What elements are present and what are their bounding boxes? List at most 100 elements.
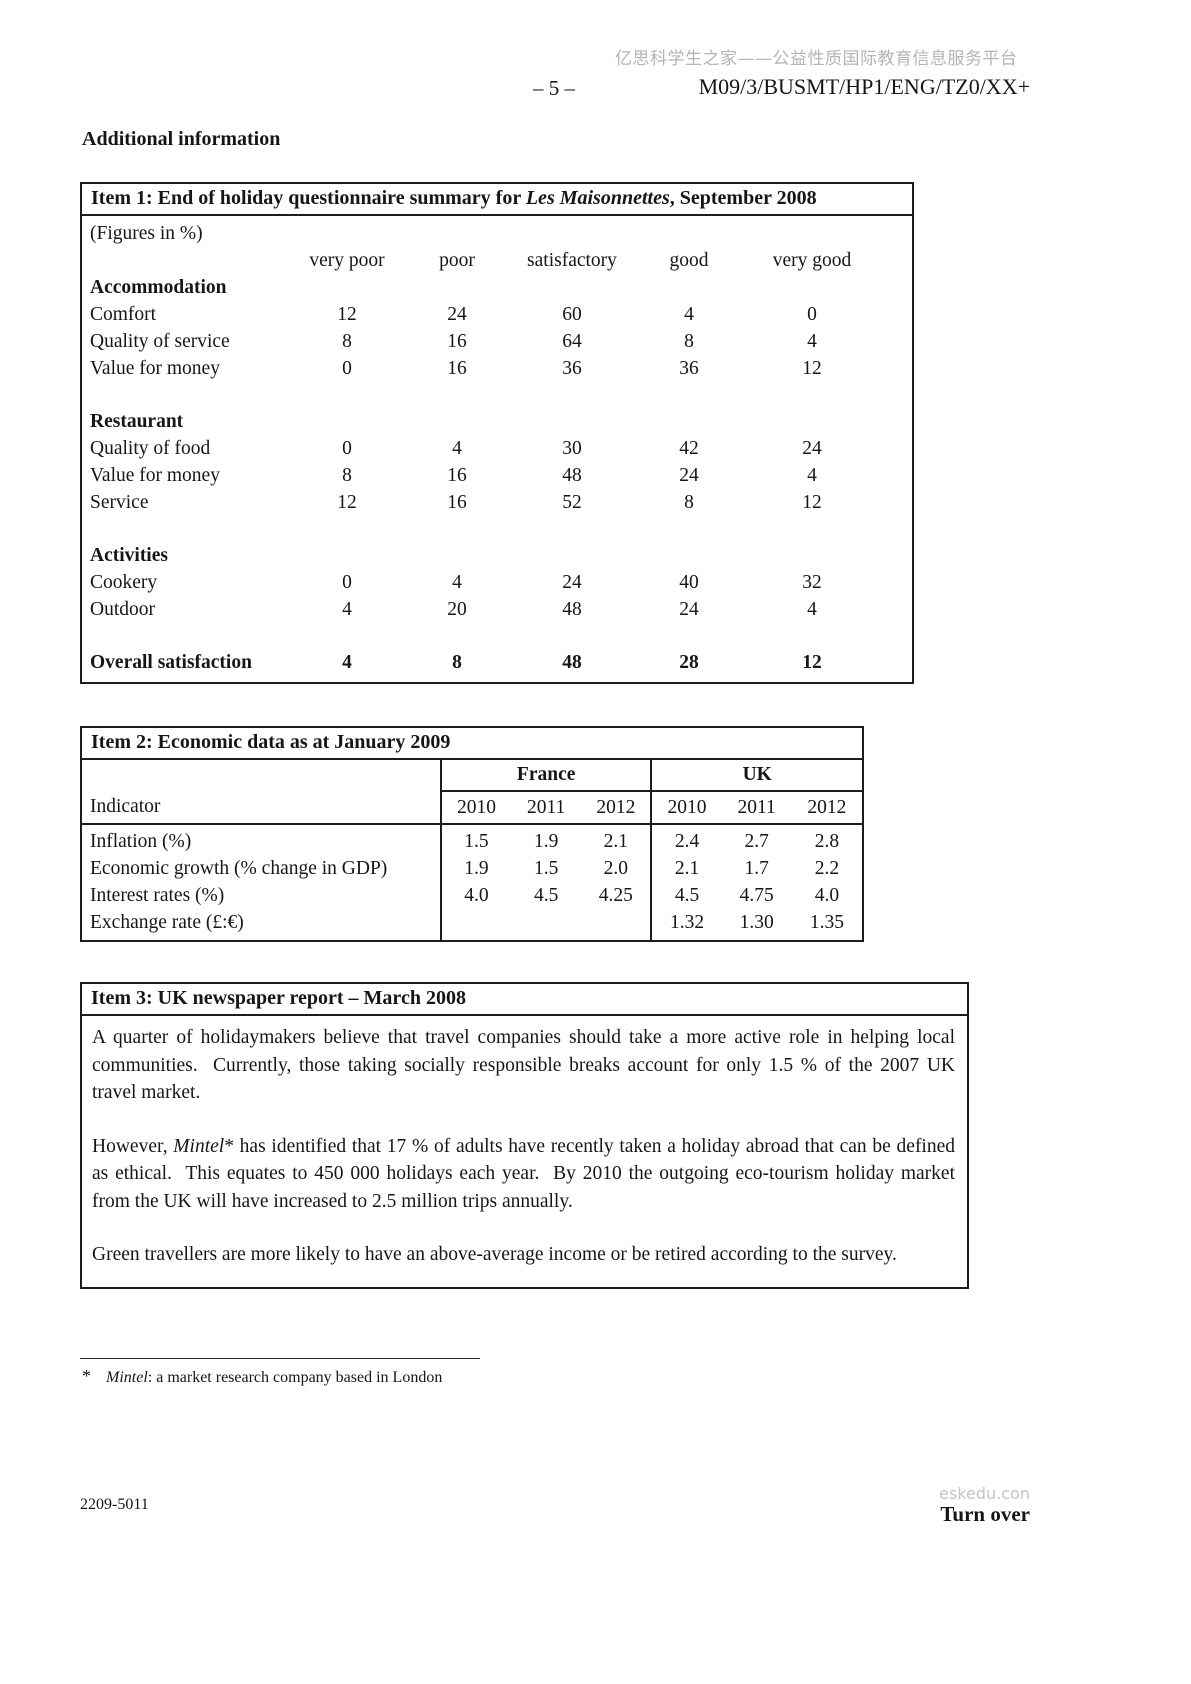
cell-value: 4.0 [814,884,840,906]
cell-value: 36 [679,357,699,379]
cell-value: 4 [807,598,817,620]
section-name: Restaurant [90,410,184,432]
cell-value [581,909,651,940]
row-label: Economic growth (% change in GDP) [90,857,388,879]
cell-value: 12 [802,491,822,513]
cell-value: 24 [447,303,467,325]
paragraph: Green travellers are more likely to have… [92,1244,897,1265]
section-header-row: Accommodation [90,274,880,301]
row-label: Interest rates (%) [90,884,225,906]
row-label: Quality of food [90,437,211,459]
year-header: 2012 [581,791,652,825]
page-number: – 5 – [533,76,575,100]
cell-value: 16 [447,357,467,379]
item1-title-prefix: Item 1: End of holiday questionnaire sum… [91,187,526,209]
cell-value: 40 [679,571,699,593]
table-row: Comfort 12 24 60 4 0 [90,301,880,328]
cell-value: 1.5 [533,857,559,879]
cell-value: 16 [447,464,467,486]
cell-value: 12 [802,357,822,379]
column-header: good [669,249,709,271]
cell-value: 4.0 [439,882,512,909]
cell-value: 1.7 [744,857,769,879]
section-header-row: Activities [90,542,880,569]
cell-value: 1.30 [739,911,774,933]
table-row: Quality of service 8 16 64 8 4 [90,328,880,355]
section-name: Activities [90,544,168,566]
column-header: very good [772,249,852,271]
cell-value: 48 [562,598,582,620]
spacer-row [90,623,880,649]
section-header-row: Restaurant [90,408,880,435]
cell-value: 8 [684,491,694,513]
paragraph-text: However, [92,1135,174,1157]
footnote-text: : a market research company based in Lon… [147,1369,443,1386]
paragraph-italic-term: Mintel [173,1135,225,1157]
cell-value: 48 [562,464,582,486]
table-row: Service 12 16 52 8 12 [90,489,880,516]
item3-box: Item 3: UK newspaper report – March 2008… [80,982,969,1289]
spacer-row [90,382,880,408]
cell-value [439,909,512,940]
cell-value: 4 [684,303,694,325]
year-header-row: 2010 2011 2012 2010 2011 2012 [82,791,862,825]
table-row: Cookery 0 4 24 40 32 [90,569,880,596]
cell-value: 4 [807,464,817,486]
row-label: Exchange rate (£:€) [90,911,244,933]
column-header: poor [439,249,475,271]
row-label: Overall satisfaction [90,651,252,673]
economic-data-table: Indicator France UK 2010 2011 2012 2010 … [82,760,862,940]
cell-value: 16 [447,330,467,352]
cell-value: 4 [342,598,352,620]
cell-value: 4 [452,571,462,593]
column-header: very poor [309,249,385,271]
group-header-row: Indicator France UK [82,760,862,825]
table-row: Economic growth (% change in GDP) 1.9 1.… [82,855,862,882]
cell-value: 4 [807,330,817,352]
cell-value: 0 [342,571,352,593]
cell-value: 4 [452,437,462,459]
item1-title: Item 1: End of holiday questionnaire sum… [82,184,912,216]
table-row: Quality of food 0 4 30 42 24 [90,435,880,462]
cell-value [511,909,581,940]
cell-value: 0 [342,357,352,379]
table-row: Interest rates (%) 4.0 4.5 4.25 4.5 4.75… [82,882,862,909]
cell-value: 4.75 [739,884,774,906]
table-row: Inflation (%) 1.5 1.9 2.1 2.4 2.7 2.8 [82,824,862,855]
document-number: 2209-5011 [80,1496,149,1513]
cell-value: 0 [807,303,817,325]
row-label: Value for money [90,464,220,486]
cell-value: 32 [802,571,822,593]
table-row: Exchange rate (£:€) 1.32 1.30 1.35 [82,909,862,940]
paragraph: A quarter of holidaymakers believe that … [92,1027,955,1103]
table-row: Outdoor 4 20 48 24 4 [90,596,880,623]
column-header: satisfactory [527,249,617,271]
table-row: Value for money 8 16 48 24 4 [90,462,880,489]
row-label: Outdoor [90,598,155,620]
table-row: (Figures in %) [90,220,880,247]
cell-value: 12 [802,651,822,673]
cell-value: 2.0 [603,857,629,879]
cell-value: 12 [337,303,357,325]
paragraph-text: * has identified that 17 % of adults hav… [92,1135,956,1212]
year-header: 2010 [439,791,512,825]
section-heading: Additional information [82,128,281,150]
footnote-marker: * [82,1366,91,1386]
cell-value: 2.1 [650,855,722,882]
section-name: Accommodation [90,276,227,298]
indicator-header: Indicator [82,760,441,825]
row-label: Quality of service [90,330,230,352]
cell-value: 28 [679,651,699,673]
cell-value: 2.8 [814,830,840,852]
row-label: Cookery [90,571,158,593]
spacer-row [90,516,880,542]
item1-box: Item 1: End of holiday questionnaire sum… [80,182,914,684]
cell-value: 8 [684,330,694,352]
item1-title-suffix: , September 2008 [669,187,817,209]
cell-value: 52 [562,491,582,513]
table-row: Value for money 0 16 36 36 12 [90,355,880,382]
cell-value: 1.35 [809,911,844,933]
year-header: 2012 [791,791,862,825]
column-header-row: very poor poor satisfactory good very go… [90,247,880,274]
